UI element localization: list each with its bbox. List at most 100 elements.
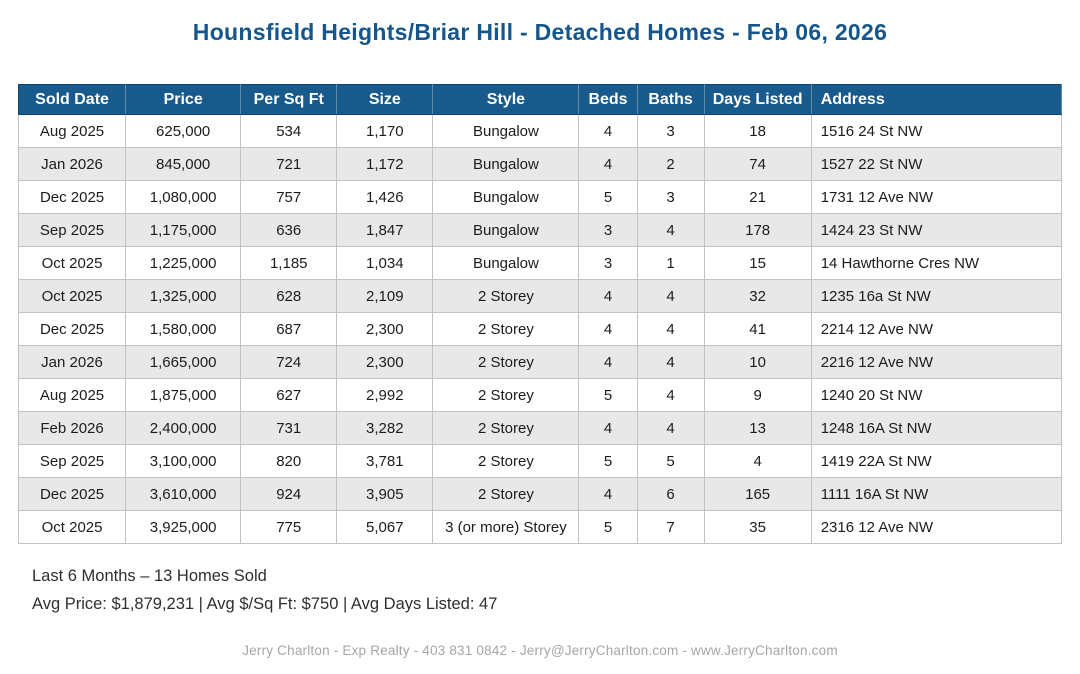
cell-address: 1248 16A St NW xyxy=(810,411,1063,445)
cell-price: 1,580,000 xyxy=(125,312,242,346)
cell-address: 1731 12 Ave NW xyxy=(810,180,1063,214)
cell-size: 2,300 xyxy=(336,345,434,379)
cell-address: 1235 16a St NW xyxy=(810,279,1063,313)
cell-price: 625,000 xyxy=(125,114,242,148)
sold-homes-table: Sold Date Price Per Sq Ft Size Style Beds Bath… xyxy=(17,84,1063,544)
cell-baths: 3 xyxy=(636,114,705,148)
cell-address: 2216 12 Ave NW xyxy=(810,345,1063,379)
cell-style: 2 Storey xyxy=(432,378,580,412)
cell-days-listed: 178 xyxy=(703,213,812,247)
cell-days-listed: 35 xyxy=(703,510,812,544)
cell-sold-date: Sep 2025 xyxy=(17,444,127,478)
cell-address: 1527 22 St NW xyxy=(810,147,1063,181)
column-header-style: Style xyxy=(432,84,580,115)
cell-price: 1,325,000 xyxy=(125,279,242,313)
cell-address: 2214 12 Ave NW xyxy=(810,312,1063,346)
cell-per-sq-ft: 775 xyxy=(240,510,338,544)
cell-days-listed: 165 xyxy=(703,477,812,511)
cell-price: 3,610,000 xyxy=(125,477,242,511)
cell-style: 2 Storey xyxy=(432,477,580,511)
cell-baths: 4 xyxy=(636,378,705,412)
cell-price: 2,400,000 xyxy=(125,411,242,445)
cell-style: 2 Storey xyxy=(432,345,580,379)
cell-style: 2 Storey xyxy=(432,411,580,445)
column-header-beds: Beds xyxy=(578,84,638,115)
cell-size: 1,847 xyxy=(336,213,434,247)
cell-price: 1,175,000 xyxy=(125,213,242,247)
cell-price: 1,225,000 xyxy=(125,246,242,280)
cell-beds: 3 xyxy=(578,213,638,247)
cell-beds: 5 xyxy=(578,444,638,478)
cell-baths: 1 xyxy=(636,246,705,280)
cell-sold-date: Dec 2025 xyxy=(17,477,127,511)
cell-style: 2 Storey xyxy=(432,279,580,313)
cell-days-listed: 74 xyxy=(703,147,812,181)
cell-size: 3,781 xyxy=(336,444,434,478)
table-row: Feb 2026 2,400,000 731 3,282 2 Storey 4 4 13 124… xyxy=(17,411,1063,445)
cell-per-sq-ft: 1,185 xyxy=(240,246,338,280)
column-header-days-listed: Days Listed xyxy=(703,84,812,115)
cell-sold-date: Dec 2025 xyxy=(17,312,127,346)
cell-beds: 5 xyxy=(578,378,638,412)
cell-style: Bungalow xyxy=(432,147,580,181)
table-header-row: Sold Date Price Per Sq Ft Size Style Beds Bath… xyxy=(17,84,1063,115)
cell-price: 3,100,000 xyxy=(125,444,242,478)
cell-sold-date: Jan 2026 xyxy=(17,345,127,379)
cell-style: 3 (or more) Storey xyxy=(432,510,580,544)
cell-style: Bungalow xyxy=(432,114,580,148)
column-header-address: Address xyxy=(810,84,1063,115)
cell-baths: 4 xyxy=(636,279,705,313)
cell-sold-date: Dec 2025 xyxy=(17,180,127,214)
cell-beds: 3 xyxy=(578,246,638,280)
column-header-sold-date: Sold Date xyxy=(17,84,127,115)
cell-price: 845,000 xyxy=(125,147,242,181)
cell-style: Bungalow xyxy=(432,180,580,214)
table-row: Oct 2025 1,225,000 1,185 1,034 Bungalow 3 1 15 1… xyxy=(17,246,1063,280)
cell-size: 1,170 xyxy=(336,114,434,148)
column-header-baths: Baths xyxy=(636,84,705,115)
cell-sold-date: Aug 2025 xyxy=(17,114,127,148)
cell-sold-date: Oct 2025 xyxy=(17,510,127,544)
cell-size: 2,109 xyxy=(336,279,434,313)
table-row: Dec 2025 1,080,000 757 1,426 Bungalow 5 3 21 173… xyxy=(17,180,1063,214)
cell-beds: 4 xyxy=(578,114,638,148)
cell-per-sq-ft: 820 xyxy=(240,444,338,478)
summary-block: Last 6 Months – 13 Homes Sold Avg Price:… xyxy=(32,563,1080,619)
cell-days-listed: 21 xyxy=(703,180,812,214)
cell-per-sq-ft: 924 xyxy=(240,477,338,511)
cell-per-sq-ft: 627 xyxy=(240,378,338,412)
summary-sold-count: Last 6 Months – 13 Homes Sold xyxy=(32,567,267,585)
cell-style: Bungalow xyxy=(432,246,580,280)
table-container: Sold Date Price Per Sq Ft Size Style Beds Bath… xyxy=(17,84,1063,544)
table-row: Aug 2025 625,000 534 1,170 Bungalow 4 3 18 1516 … xyxy=(17,114,1063,148)
cell-days-listed: 9 xyxy=(703,378,812,412)
cell-beds: 4 xyxy=(578,477,638,511)
agent-contact-line: Jerry Charlton - Exp Realty - 403 831 08… xyxy=(242,643,838,658)
cell-beds: 4 xyxy=(578,411,638,445)
cell-address: 1240 20 St NW xyxy=(810,378,1063,412)
cell-per-sq-ft: 731 xyxy=(240,411,338,445)
page-title: Hounsfield Heights/Briar Hill - Detached… xyxy=(192,19,888,45)
cell-days-listed: 18 xyxy=(703,114,812,148)
cell-beds: 5 xyxy=(578,510,638,544)
cell-per-sq-ft: 721 xyxy=(240,147,338,181)
cell-address: 14 Hawthorne Cres NW xyxy=(810,246,1063,280)
cell-sold-date: Feb 2026 xyxy=(17,411,127,445)
cell-style: 2 Storey xyxy=(432,312,580,346)
cell-baths: 4 xyxy=(636,213,705,247)
table-row: Sep 2025 3,100,000 820 3,781 2 Storey 5 5 4 1419… xyxy=(17,444,1063,478)
table-row: Jan 2026 1,665,000 724 2,300 2 Storey 4 4 10 221… xyxy=(17,345,1063,379)
cell-style: 2 Storey xyxy=(432,444,580,478)
cell-days-listed: 41 xyxy=(703,312,812,346)
cell-days-listed: 10 xyxy=(703,345,812,379)
table-row: Sep 2025 1,175,000 636 1,847 Bungalow 3 4 178 14… xyxy=(17,213,1063,247)
column-header-price: Price xyxy=(125,84,242,115)
cell-address: 1516 24 St NW xyxy=(810,114,1063,148)
cell-size: 3,905 xyxy=(336,477,434,511)
cell-price: 1,875,000 xyxy=(125,378,242,412)
cell-baths: 4 xyxy=(636,411,705,445)
column-header-size: Size xyxy=(336,84,434,115)
cell-price: 3,925,000 xyxy=(125,510,242,544)
cell-baths: 4 xyxy=(636,312,705,346)
cell-sold-date: Aug 2025 xyxy=(17,378,127,412)
